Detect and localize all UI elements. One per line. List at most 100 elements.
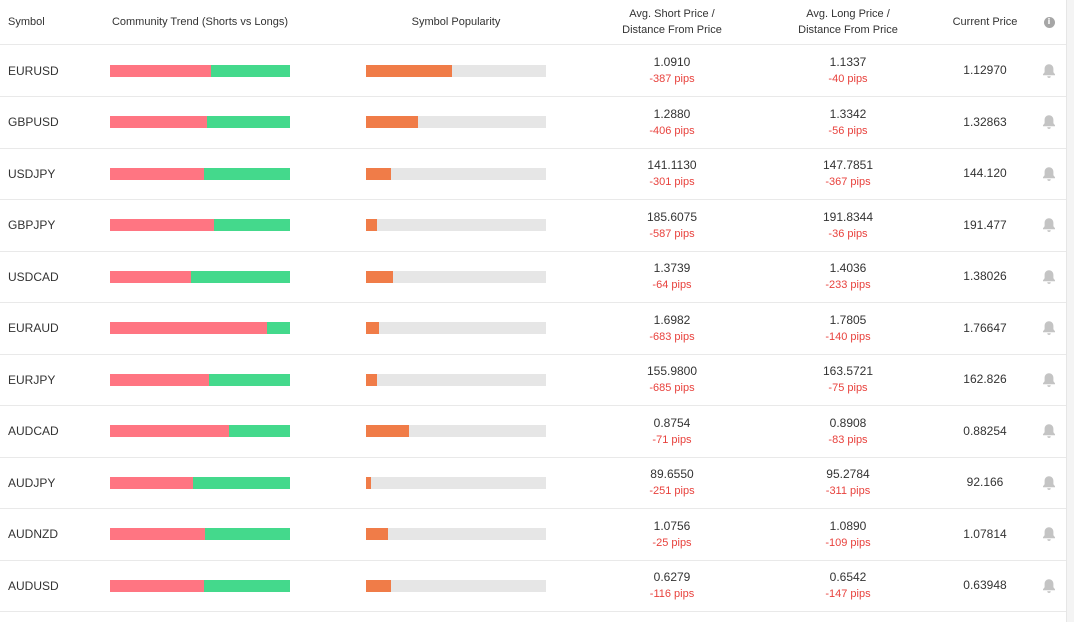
popularity-cell xyxy=(366,303,546,354)
avg-short-cell: 155.9800 -685 pips xyxy=(600,354,744,405)
popularity-cell xyxy=(366,148,546,199)
avg-short-cell: 185.6075 -587 pips xyxy=(600,200,744,251)
symbol-cell[interactable]: GBPJPY xyxy=(8,218,56,232)
popularity-cell xyxy=(366,97,546,148)
symbol-cell[interactable]: AUDNZD xyxy=(8,527,58,541)
symbol-cell[interactable]: GBPUSD xyxy=(8,115,59,129)
current-price: 1.12970 xyxy=(963,63,1007,77)
header-community-trend[interactable]: Community Trend (Shorts vs Longs) xyxy=(111,16,289,28)
info-icon[interactable]: i xyxy=(1043,16,1055,28)
avg-short-distance: -116 pips xyxy=(649,588,695,600)
trend-shorts-segment xyxy=(110,579,204,592)
bell-icon[interactable] xyxy=(1042,63,1056,79)
popularity-fill xyxy=(366,476,372,489)
table-row[interactable]: AUDNZD 1.0756 -25 pips 1.0890 -109 pips … xyxy=(0,509,1066,561)
bell-icon[interactable] xyxy=(1042,114,1056,130)
popularity-cell xyxy=(366,560,546,611)
avg-short-distance: -406 pips xyxy=(649,124,695,137)
trend-bar xyxy=(110,425,290,437)
current-price: 1.07814 xyxy=(963,526,1007,541)
avg-long-distance: -147 pips xyxy=(825,588,871,600)
table-row[interactable]: AUDJPY 89.6550 -251 pips 95.2784 -311 pi… xyxy=(0,457,1066,509)
table-row[interactable]: EURAUD 1.6982 -683 pips 1.7805 -140 pips… xyxy=(0,303,1066,355)
header-avg-long-price[interactable]: Avg. Long Price / Distance From Price xyxy=(776,0,920,44)
header-avg-long-line1: Avg. Long Price / xyxy=(806,8,890,20)
avg-short-cell: 0.8754 -71 pips xyxy=(600,406,744,457)
avg-long-distance: -109 pips xyxy=(825,536,871,549)
symbol-cell[interactable]: EURAUD xyxy=(8,321,59,335)
avg-long-price: 0.6542 xyxy=(829,570,867,584)
popularity-bar xyxy=(366,373,546,386)
symbol-cell[interactable]: EURJPY xyxy=(8,372,56,387)
header-symbol-popularity[interactable]: Symbol Popularity xyxy=(411,16,501,28)
bell-icon[interactable] xyxy=(1042,166,1056,182)
table-row[interactable]: EURUSD 1.0910 -387 pips 1.1337 -40 pips … xyxy=(0,45,1066,97)
popularity-cell xyxy=(366,406,546,457)
symbol-cell[interactable]: EURUSD xyxy=(8,63,59,78)
symbol-cell[interactable]: AUDJPY xyxy=(8,475,56,490)
current-price: 144.120 xyxy=(963,166,1007,180)
popularity-bar xyxy=(366,116,546,128)
popularity-bar xyxy=(366,476,546,489)
table-row[interactable]: EURJPY 155.9800 -685 pips 163.5721 -75 p… xyxy=(0,354,1066,406)
avg-long-price: 95.2784 xyxy=(826,467,870,481)
header-symbol[interactable]: Symbol xyxy=(8,16,45,28)
symbol-cell[interactable]: USDCAD xyxy=(8,269,59,284)
avg-short-distance: -25 pips xyxy=(652,536,692,549)
avg-short-distance: -251 pips xyxy=(649,485,695,497)
trend-bar xyxy=(110,528,290,540)
bell-icon[interactable] xyxy=(1042,526,1056,542)
header-avg-short-line2: Distance From Price xyxy=(622,24,722,36)
popularity-fill xyxy=(366,373,377,386)
avg-short-price: 185.6075 xyxy=(646,209,698,224)
symbol-cell[interactable]: USDJPY xyxy=(8,166,56,181)
trend-longs-segment xyxy=(203,167,290,180)
table-row[interactable]: GBPUSD 1.2880 -406 pips 1.3342 -56 pips … xyxy=(0,97,1066,149)
trend-bar xyxy=(110,322,290,334)
avg-long-cell: 147.7851 -367 pips xyxy=(776,148,920,199)
bell-icon[interactable] xyxy=(1042,269,1056,285)
avg-short-price: 155.9800 xyxy=(646,364,698,378)
header-current-price[interactable]: Current Price xyxy=(952,16,1018,28)
community-trend-cell xyxy=(110,457,290,508)
table-row[interactable]: AUDCAD 0.8754 -71 pips 0.8908 -83 pips 0… xyxy=(0,406,1066,458)
popularity-bar xyxy=(366,425,546,437)
popularity-fill xyxy=(366,270,393,283)
trend-longs-segment xyxy=(203,579,290,592)
avg-short-cell: 1.3739 -64 pips xyxy=(600,251,744,302)
table-row[interactable]: AUDUSD 0.6279 -116 pips 0.6542 -147 pips… xyxy=(0,560,1066,612)
bell-icon[interactable] xyxy=(1042,320,1056,336)
symbol-cell[interactable]: AUDUSD xyxy=(8,578,59,593)
avg-short-distance: -387 pips xyxy=(649,73,695,85)
avg-short-cell: 1.6982 -683 pips xyxy=(600,303,744,354)
bell-icon[interactable] xyxy=(1042,372,1056,388)
current-price: 0.63948 xyxy=(963,578,1007,592)
trend-bar xyxy=(110,373,290,386)
trend-shorts-segment xyxy=(110,64,211,77)
scrollbar[interactable] xyxy=(1066,0,1074,622)
avg-long-cell: 95.2784 -311 pips xyxy=(776,457,920,508)
trend-longs-segment xyxy=(210,64,290,77)
community-trend-cell xyxy=(110,354,290,405)
bell-icon[interactable] xyxy=(1042,217,1056,233)
avg-short-price: 89.6550 xyxy=(650,467,694,481)
avg-long-distance: -233 pips xyxy=(825,279,871,291)
bell-icon[interactable] xyxy=(1042,475,1056,491)
trend-longs-segment xyxy=(214,219,290,231)
table-row[interactable]: GBPJPY 185.6075 -587 pips 191.8344 -36 p… xyxy=(0,200,1066,252)
header-info[interactable]: i xyxy=(1040,0,1058,44)
trend-shorts-segment xyxy=(110,219,215,231)
avg-long-price: 1.7805 xyxy=(829,312,867,327)
avg-short-price: 1.0756 xyxy=(653,518,691,533)
symbol-cell[interactable]: AUDCAD xyxy=(8,424,59,438)
bell-icon[interactable] xyxy=(1042,578,1056,594)
bell-icon[interactable] xyxy=(1042,423,1056,439)
header-avg-short-price[interactable]: Avg. Short Price / Distance From Price xyxy=(600,0,744,44)
table-row[interactable]: USDJPY 141.1130 -301 pips 147.7851 -367 … xyxy=(0,148,1066,200)
table-row[interactable]: USDCAD 1.3739 -64 pips 1.4036 -233 pips … xyxy=(0,251,1066,303)
avg-long-price: 163.5721 xyxy=(822,364,874,378)
current-price: 1.76647 xyxy=(963,320,1007,335)
header-avg-long-line2: Distance From Price xyxy=(798,24,898,36)
popularity-fill xyxy=(366,219,377,231)
avg-long-cell: 1.1337 -40 pips xyxy=(776,45,920,96)
